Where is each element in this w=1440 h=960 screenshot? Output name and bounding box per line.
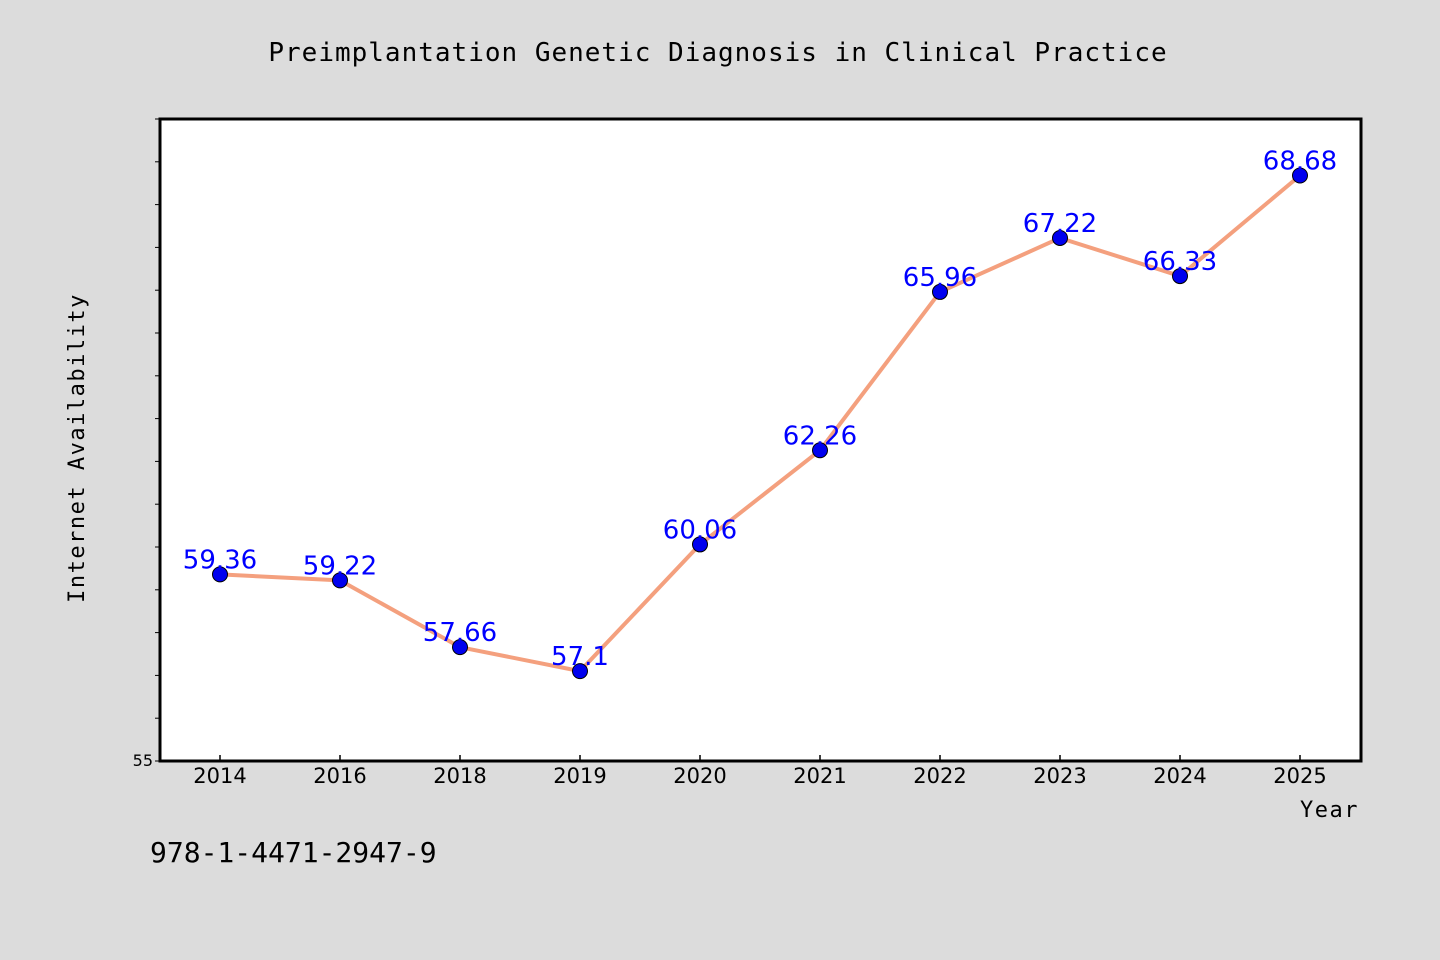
data-point xyxy=(692,536,708,553)
data-label: 57.66 xyxy=(423,618,497,648)
data-point xyxy=(212,566,228,583)
x-axis-label: Year xyxy=(1300,798,1359,823)
data-point xyxy=(572,663,588,680)
data-label: 66.33 xyxy=(1143,247,1217,277)
x-tick-label: 2014 xyxy=(193,764,246,788)
data-label: 57.1 xyxy=(551,642,609,672)
plot-area xyxy=(158,117,1363,763)
data-point xyxy=(812,442,828,459)
data-label-group: 59.36 59.22 57.66 57.1 60.06 62.26 65.96 67.22 6… xyxy=(183,146,1337,672)
data-point xyxy=(1052,229,1068,246)
data-label: 67.22 xyxy=(1023,209,1097,239)
x-tick-label-group: 2014 2016 2018 2019 2020 2021 2022 2023 2024 2025 xyxy=(193,764,1326,788)
series-line xyxy=(219,173,1302,674)
x-tick-label: 2022 xyxy=(913,764,966,788)
x-tick-label: 2025 xyxy=(1273,764,1326,788)
data-label: 59.22 xyxy=(303,551,377,581)
x-tick-label: 2023 xyxy=(1033,764,1086,788)
data-point xyxy=(332,572,348,589)
x-tick-label: 2024 xyxy=(1153,764,1206,788)
footer-code: 978-1-4471-2947-9 xyxy=(150,836,437,869)
x-tick-label: 2016 xyxy=(313,764,366,788)
y-axis-label: Internet Availability xyxy=(65,293,90,603)
x-tick-label: 2020 xyxy=(673,764,726,788)
series-line-group xyxy=(212,167,1308,680)
x-tick-label: 2018 xyxy=(433,764,486,788)
data-label: 65.96 xyxy=(903,263,977,293)
chart-title: Preimplantation Genetic Diagnosis in Cli… xyxy=(268,38,1167,68)
x-tick-label: 2021 xyxy=(793,764,846,788)
x-tick-label: 2019 xyxy=(553,764,606,788)
data-label: 68.68 xyxy=(1263,146,1337,176)
y-tick-label: 55 xyxy=(133,751,153,770)
data-label: 60.06 xyxy=(663,515,737,545)
y-axis-ticks xyxy=(155,118,160,762)
data-point xyxy=(932,283,948,300)
x-axis-ticks xyxy=(219,755,1301,761)
data-point xyxy=(1172,268,1188,285)
data-label: 62.26 xyxy=(783,421,857,451)
data-label: 59.36 xyxy=(183,545,257,575)
data-point xyxy=(1292,167,1308,184)
data-point xyxy=(452,639,468,656)
